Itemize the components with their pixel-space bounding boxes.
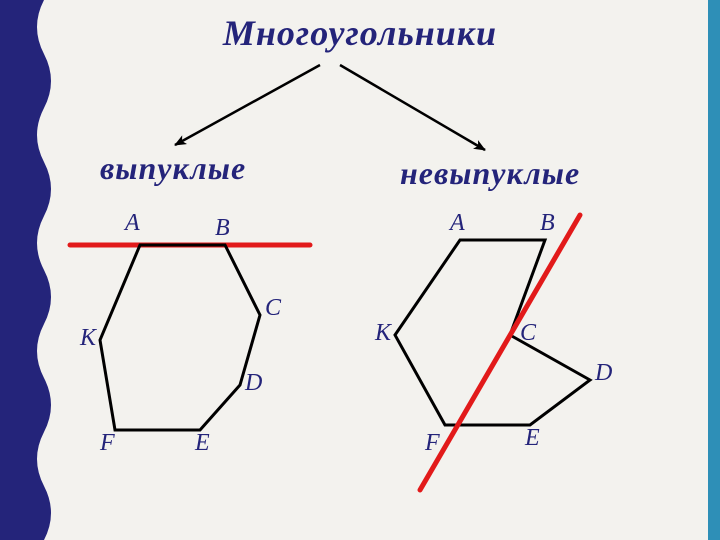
vertex-label-convex-A: A xyxy=(125,210,140,237)
red-line-nonconvex xyxy=(420,215,580,490)
vertex-label-convex-C: C xyxy=(265,295,281,322)
vertex-label-convex-B: B xyxy=(215,215,230,242)
vertex-label-nonconvex-К: К xyxy=(375,320,391,347)
vertex-label-nonconvex-D: D xyxy=(595,360,612,387)
vertex-label-nonconvex-C: C xyxy=(520,320,536,347)
vertex-label-nonconvex-F: F xyxy=(425,430,440,457)
slide: Многоугольники выпуклые невыпуклые ABCDE… xyxy=(0,0,720,540)
diagram-canvas xyxy=(0,0,720,540)
branch-arrow-left xyxy=(175,65,320,145)
polygon-nonconvex xyxy=(395,240,590,425)
polygon-convex xyxy=(100,245,260,430)
vertex-label-nonconvex-A: A xyxy=(450,210,465,237)
vertex-label-convex-E: E xyxy=(195,430,210,457)
vertex-label-nonconvex-E: E xyxy=(525,425,540,452)
vertex-label-convex-D: D xyxy=(245,370,262,397)
vertex-label-nonconvex-B: B xyxy=(540,210,555,237)
vertex-label-convex-К: К xyxy=(80,325,96,352)
branch-arrow-right xyxy=(340,65,485,150)
vertex-label-convex-F: F xyxy=(100,430,115,457)
